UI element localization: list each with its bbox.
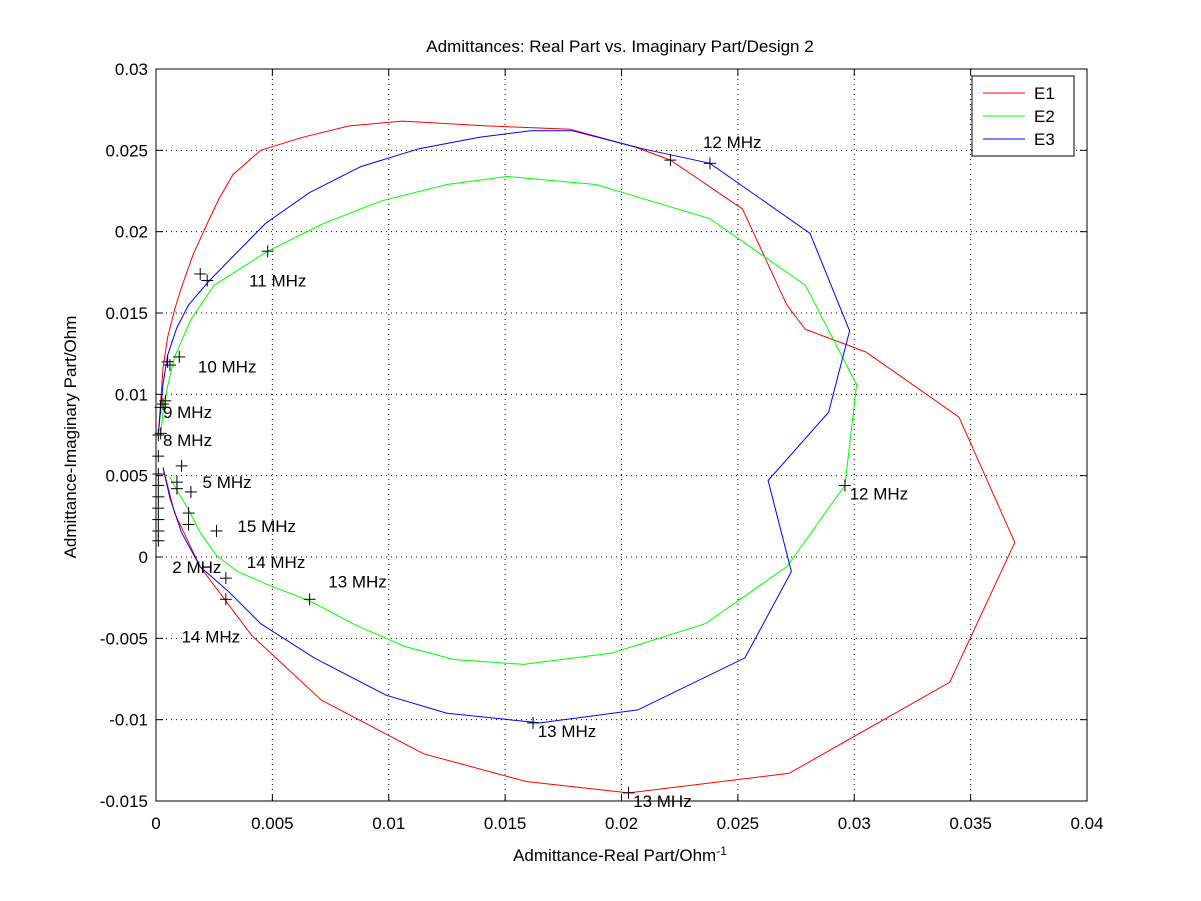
x-tick-label: 0.025 [717,814,760,833]
x-tick-label: 0 [151,814,160,833]
chart-title: Admittances: Real Part vs. Imaginary Par… [426,37,813,56]
frequency-marker [210,524,223,537]
frequency-marker [261,245,274,258]
y-tick-label: 0.015 [105,304,148,323]
frequency-annotation: 14 MHz [247,553,306,572]
frequency-annotation: 11 MHz [249,271,306,290]
y-tick-label: -0.01 [109,711,148,730]
frequency-annotation: 12 MHz [850,485,909,504]
x-axis-ticks: 0 0.005 0.01 0.015 0.02 0.025 0.03 0.035 0.04 [151,69,1104,833]
grid-lines [156,69,1087,801]
y-tick-label: 0.025 [105,141,148,160]
frequency-annotation: 12 MHz [703,133,762,152]
y-axis-ticks: -0.015 -0.01 -0.005 0 0.005 0.01 0.015 0.02 0.02… [100,60,1087,811]
x-axis-title: Admittance-Real Part/Ohm-1 [513,844,727,865]
x-axis-title-base: Admittance-Real Part/Ohm [513,846,716,865]
frequency-marker [161,355,174,368]
y-tick-label: 0.02 [115,223,148,242]
frequency-annotation: 10 MHz [198,358,257,377]
frequency-annotation: 5 MHz [203,473,252,492]
frequency-annotation: 14 MHz [182,628,241,647]
y-tick-label: -0.005 [100,629,148,648]
frequency-annotation: 13 MHz [328,572,387,591]
frequency-marker [303,593,316,606]
frequency-marker [173,350,186,363]
legend: E1 E2 E3 [971,75,1075,157]
frequency-marker [163,359,176,372]
frequency-annotation: 8 MHz [163,431,212,450]
x-tick-label: 0.005 [251,814,294,833]
y-tick-label: -0.015 [100,792,148,811]
frequency-marker [154,401,167,414]
frequency-marker [152,429,165,441]
frequency-annotation: 9 MHz [163,403,212,422]
frequency-marker [622,786,635,799]
frequency-markers [152,154,851,799]
frequency-marker [170,482,183,495]
frequency-marker [159,394,172,407]
legend-label-e3: E3 [1034,130,1055,149]
y-tick-label: 0 [139,548,148,567]
frequency-marker [175,459,188,472]
x-tick-label: 0.02 [605,814,638,833]
frequency-marker [219,593,232,606]
y-tick-label: 0.005 [105,467,148,486]
frequency-annotation: 13 MHz [538,722,597,741]
y-tick-label: 0.01 [115,385,148,404]
x-axis-title-exponent: -1 [716,844,727,858]
frequency-marker [194,267,207,280]
frequency-marker [152,513,165,526]
x-tick-label: 0.035 [949,814,992,833]
frequency-marker [152,468,165,481]
frequency-annotation: 15 MHz [237,517,296,536]
frequency-marker [182,518,195,531]
x-tick-label: 0.01 [372,814,405,833]
frequency-annotation: 2 MHz [172,558,221,577]
frequency-marker [838,479,851,492]
y-axis-title: Admittance-Imaginary Part/Ohm [61,316,80,559]
legend-label-e2: E2 [1034,107,1055,126]
x-tick-label: 0.015 [484,814,527,833]
frequency-marker [703,157,716,170]
legend-entries: E1 E2 E3 [983,84,1055,149]
x-tick-label: 0.03 [838,814,871,833]
frequency-marker [201,274,214,287]
legend-label-e1: E1 [1034,84,1055,103]
x-tick-label: 0.04 [1070,814,1103,833]
frequency-marker [152,502,165,515]
frequency-marker [219,572,232,585]
frequency-marker [152,479,165,492]
frequency-marker [182,507,195,520]
y-tick-label: 0.03 [115,60,148,79]
frequency-marker [152,524,165,537]
frequency-marker [184,485,197,498]
frequency-marker [664,154,677,167]
frequency-marker [152,450,165,463]
frequency-marker [152,490,165,503]
series-line-e3 [157,130,851,724]
frequency-annotations: 12 MHz 11 MHz 10 MHz 9 MHz 8 MHz 5 MHz 15 MHz 1… [163,133,908,811]
frequency-marker [154,427,167,440]
series-line-e1 [157,120,1016,794]
frequency-marker [156,398,169,411]
frequency-marker [527,716,540,729]
